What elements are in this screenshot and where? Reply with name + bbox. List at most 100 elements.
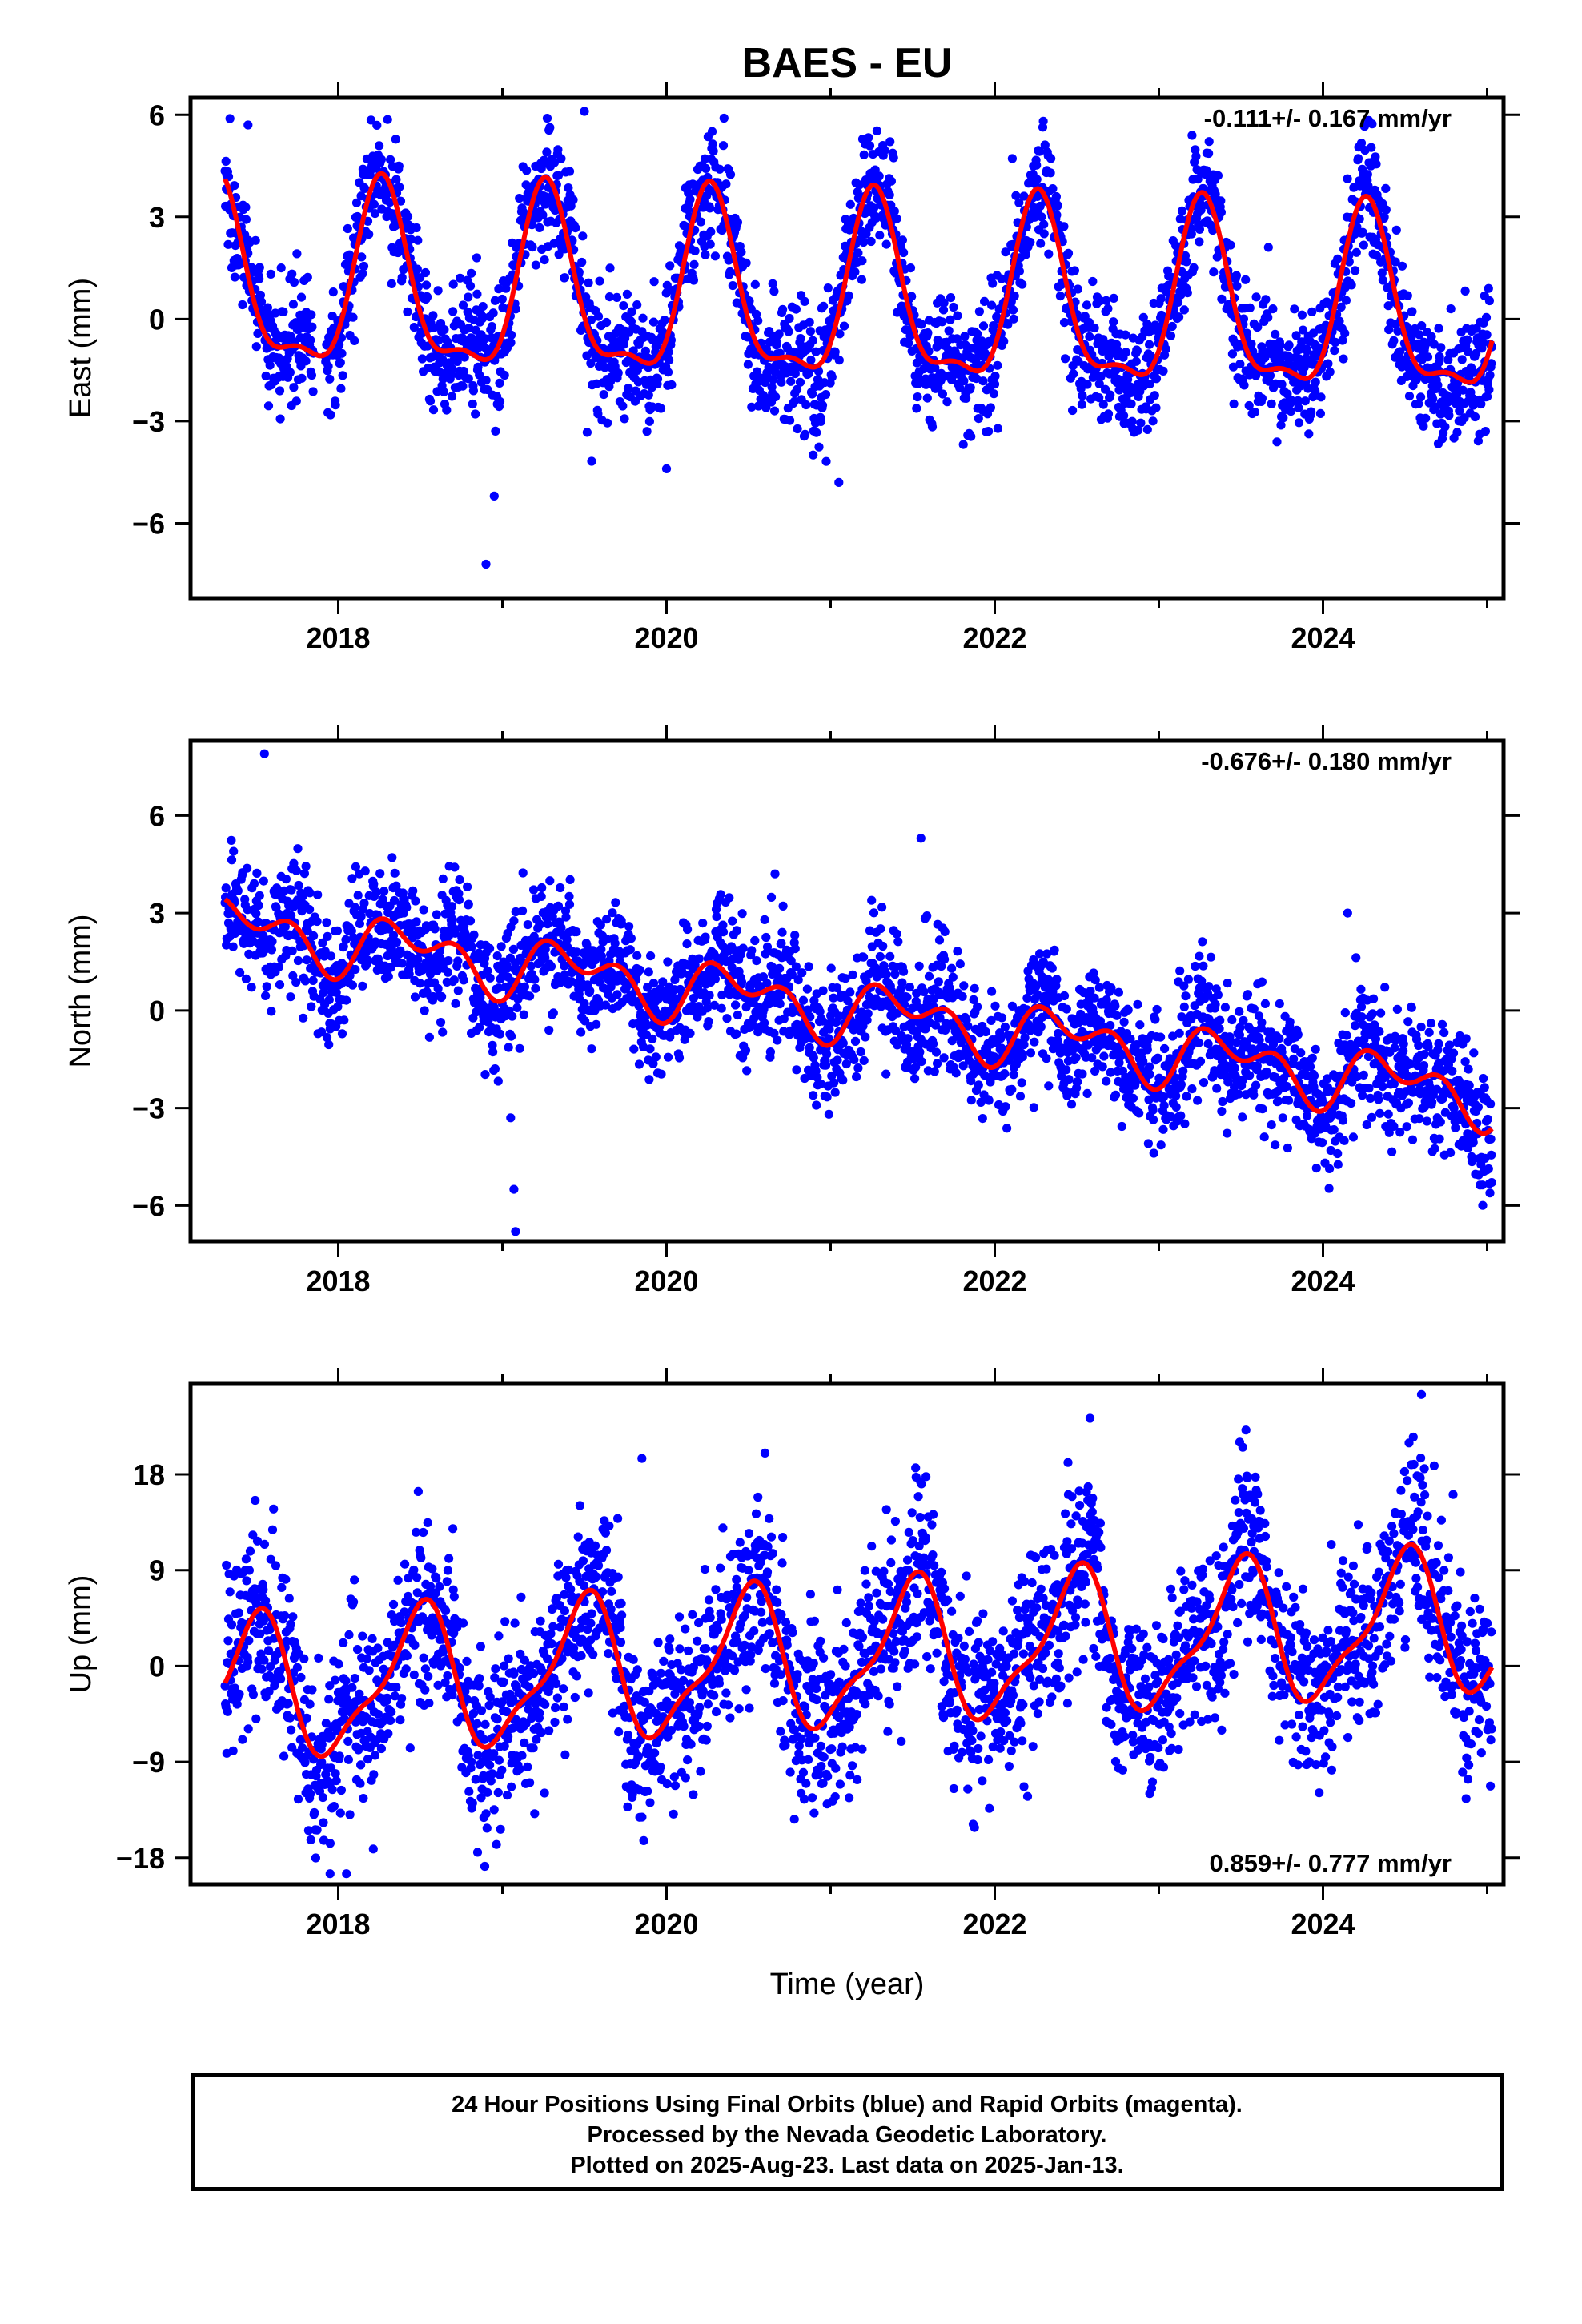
east-point-1574	[938, 305, 949, 315]
north-point-691	[531, 983, 540, 993]
east-point-506	[459, 366, 468, 376]
north-point-783	[572, 947, 582, 957]
north-point-1238	[777, 939, 786, 948]
north-point-223	[320, 947, 330, 956]
east-point-1952	[1109, 317, 1118, 327]
north-point-1550	[917, 1057, 926, 1067]
north-point-382	[391, 937, 402, 947]
north-point-713	[540, 944, 550, 955]
north-point-1464	[878, 941, 888, 951]
east-point-229	[335, 340, 344, 350]
east-point-771	[578, 231, 588, 241]
east-y-tick-label-1: 3	[149, 201, 165, 234]
north-point-940	[643, 983, 652, 992]
north-point-721	[544, 1025, 554, 1035]
east-point-2267	[1250, 407, 1260, 417]
east-point-1834	[1055, 292, 1065, 301]
east-point-2607	[1403, 291, 1412, 300]
north-point-317	[363, 955, 372, 965]
east-point-356	[391, 175, 401, 184]
east-point-2033	[1145, 379, 1154, 389]
north-point-2065	[1148, 1105, 1158, 1115]
north-point-1159	[741, 1046, 751, 1055]
east-point-2611	[1404, 392, 1415, 401]
east-point-2096	[1173, 297, 1183, 307]
north-point-1129	[728, 916, 737, 926]
north-point-687	[529, 885, 539, 895]
east-point-526	[468, 399, 477, 409]
east-point-309	[370, 209, 380, 219]
east-point-612	[507, 330, 516, 340]
east-point-938	[652, 374, 663, 384]
north-point-2109	[1168, 1031, 1178, 1041]
east-point-2348	[1287, 396, 1296, 405]
east-point-449	[433, 286, 443, 296]
north-point-189	[305, 888, 315, 898]
north-point-14	[227, 835, 236, 845]
north-point-579	[480, 1070, 490, 1080]
north-point-836	[596, 920, 605, 930]
north-point-1581	[930, 1020, 940, 1030]
east-point-1393	[857, 256, 867, 266]
east-point-112	[271, 308, 280, 318]
north-point-1808	[1033, 990, 1042, 999]
east-point-260	[348, 312, 358, 322]
east-point-1781	[1032, 160, 1042, 170]
north-point-701	[535, 919, 545, 929]
east-point-1994	[1127, 416, 1137, 426]
north-point-1600	[939, 1053, 949, 1063]
north-point-1686	[978, 1114, 987, 1124]
east-point-21	[230, 181, 239, 191]
east-point-622	[511, 304, 520, 314]
east-point-2126	[1186, 229, 1196, 239]
north-point-2140	[1182, 1092, 1191, 1101]
north-point-2136	[1180, 1119, 1190, 1128]
north-point-1206	[762, 979, 772, 988]
east-point-237	[338, 371, 347, 380]
north-point-1495	[892, 929, 901, 939]
north-point-236	[326, 951, 336, 961]
east-point-911	[640, 346, 651, 356]
north-point-1682	[976, 1097, 986, 1107]
east-point-1992	[1126, 399, 1136, 408]
east-point-286	[360, 183, 370, 193]
east-point-806	[593, 312, 604, 321]
east-point-586	[495, 378, 504, 388]
east-point-1147	[747, 402, 757, 412]
east-point-2083	[1167, 321, 1177, 332]
north-point-404	[402, 903, 412, 912]
north-point-761	[562, 935, 572, 944]
east-point-532	[471, 409, 480, 419]
east-point-468	[442, 405, 452, 415]
east-point-2444	[1330, 346, 1339, 356]
north-point-1929	[1087, 1053, 1097, 1063]
east-point-1290	[811, 347, 821, 356]
north-point-601	[490, 1064, 500, 1074]
east-point-2136	[1191, 151, 1201, 161]
east-point-1883	[1078, 391, 1087, 400]
north-point-1287	[798, 995, 809, 1005]
east-point-404	[413, 235, 423, 245]
east-point-1353	[839, 321, 849, 331]
north-point-2117	[1171, 1102, 1181, 1112]
north-point-2053	[1142, 1045, 1152, 1055]
east-point-1618	[958, 440, 968, 449]
east-point-159	[291, 396, 301, 406]
north-point-628	[502, 963, 512, 973]
east-point-1019	[689, 259, 699, 269]
east-point-1624	[962, 393, 971, 403]
north-point-163	[293, 955, 303, 966]
east-point-2790	[1485, 370, 1495, 380]
north-point-723	[545, 876, 555, 886]
east-point-2013	[1136, 418, 1146, 428]
north-point-269	[341, 935, 351, 944]
north-point-1403	[850, 1036, 861, 1046]
east-point-914	[642, 427, 652, 436]
north-point-1620	[948, 972, 958, 982]
east-point-1242	[789, 396, 799, 406]
north-point-1908	[1078, 1069, 1087, 1079]
north-point-923	[635, 965, 644, 975]
east-point-1503	[907, 292, 917, 301]
east-point-1861	[1068, 405, 1078, 416]
